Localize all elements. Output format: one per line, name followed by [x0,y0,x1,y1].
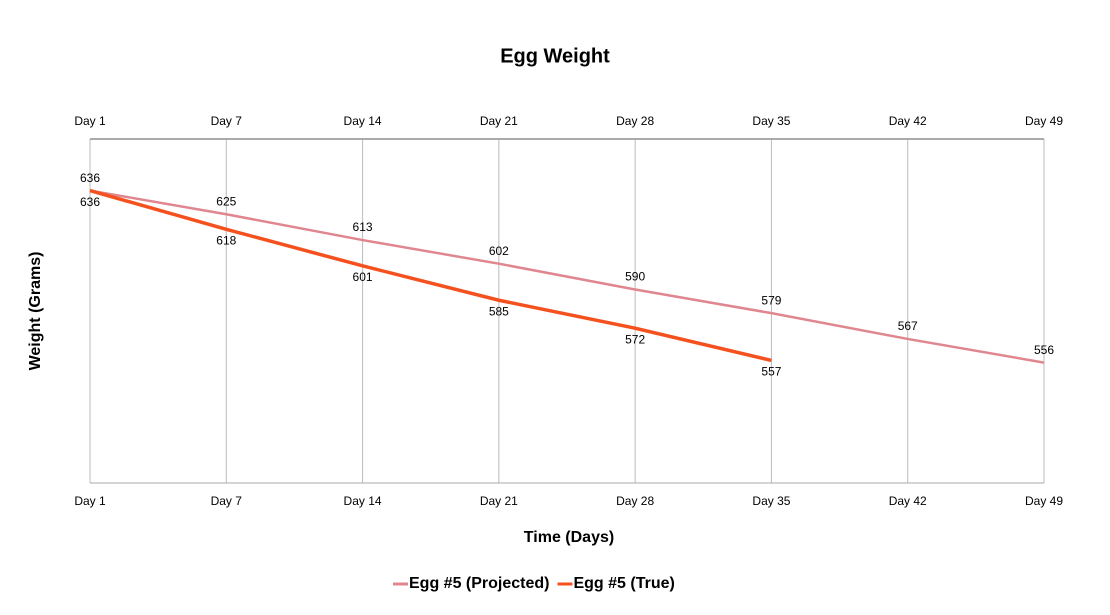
x-tick-label-top: Day 7 [211,114,243,128]
x-tick-label-top: Day 1 [74,114,106,128]
x-tick-label-top: Day 42 [889,114,927,128]
series-line [89,188,772,363]
x-axis-title: Time (Days) [524,529,614,546]
data-label: 636 [80,195,100,209]
data-label: 557 [761,365,781,379]
x-tick-label: Day 35 [752,494,790,508]
y-axis-title: Weight (Grams) [27,252,44,371]
x-tick-label: Day 49 [1025,494,1063,508]
x-tick-label-top: Day 35 [752,114,790,128]
x-tick-label-top: Day 14 [344,114,382,128]
data-label: 579 [761,293,781,307]
x-tick-label: Day 14 [344,494,382,508]
data-label: 572 [625,332,645,346]
data-label: 625 [216,194,236,208]
series-line [89,189,1045,364]
x-tick-label-top: Day 28 [616,114,654,128]
x-tick-label: Day 21 [480,494,518,508]
legend-label: Egg #5 (Projected) [409,575,549,592]
data-label: 618 [216,233,236,247]
x-tick-label: Day 7 [211,494,243,508]
x-tick-label-top: Day 21 [480,114,518,128]
data-label: 590 [625,270,645,284]
data-label: 613 [353,220,373,234]
data-label: 636 [80,171,100,185]
chart-title: Egg Weight [500,45,610,67]
x-tick-label: Day 42 [889,494,927,508]
data-label: 601 [353,270,373,284]
data-label: 585 [489,304,509,318]
data-label: 567 [898,319,918,333]
data-label: 556 [1034,343,1054,357]
legend-label: Egg #5 (True) [573,575,674,592]
data-label: 602 [489,244,509,258]
x-tick-label-top: Day 49 [1025,114,1063,128]
x-tick-label: Day 1 [74,494,106,508]
x-tick-label: Day 28 [616,494,654,508]
